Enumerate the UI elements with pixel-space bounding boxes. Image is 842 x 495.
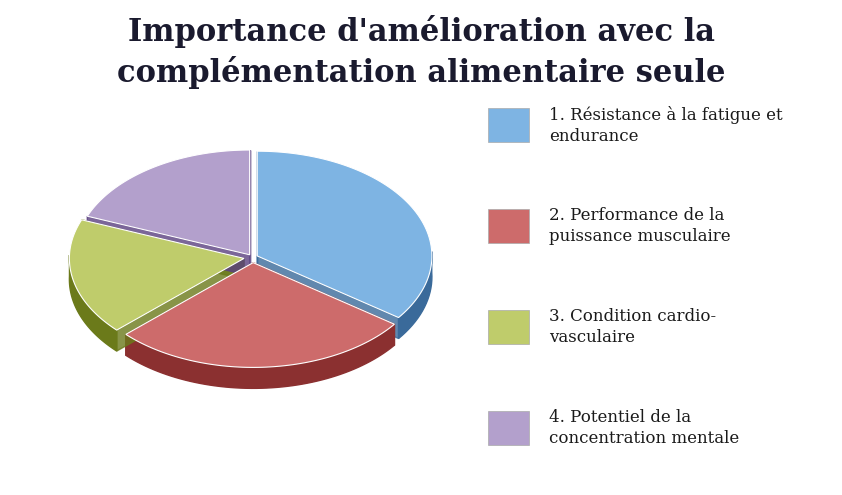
Polygon shape xyxy=(82,220,244,279)
Polygon shape xyxy=(398,251,432,339)
Polygon shape xyxy=(125,263,253,355)
Text: Importance d'amélioration avec la
complémentation alimentaire seule: Importance d'amélioration avec la complé… xyxy=(117,15,725,89)
FancyBboxPatch shape xyxy=(488,411,529,445)
Text: 3. Condition cardio-
vasculaire: 3. Condition cardio- vasculaire xyxy=(549,308,716,346)
Polygon shape xyxy=(258,256,398,339)
Polygon shape xyxy=(125,324,394,389)
Polygon shape xyxy=(88,216,250,276)
FancyBboxPatch shape xyxy=(488,310,529,344)
FancyBboxPatch shape xyxy=(488,209,529,243)
Polygon shape xyxy=(258,151,432,318)
Polygon shape xyxy=(253,263,394,345)
Polygon shape xyxy=(117,258,244,351)
Text: 1. Résistance à la fatigue et
endurance: 1. Résistance à la fatigue et endurance xyxy=(549,106,782,145)
Polygon shape xyxy=(69,220,244,330)
Polygon shape xyxy=(88,150,250,255)
Polygon shape xyxy=(125,263,394,367)
Text: 2. Performance de la
puissance musculaire: 2. Performance de la puissance musculair… xyxy=(549,207,731,245)
Polygon shape xyxy=(69,255,117,351)
FancyBboxPatch shape xyxy=(488,108,529,142)
Text: 4. Potentiel de la
concentration mentale: 4. Potentiel de la concentration mentale xyxy=(549,409,739,447)
